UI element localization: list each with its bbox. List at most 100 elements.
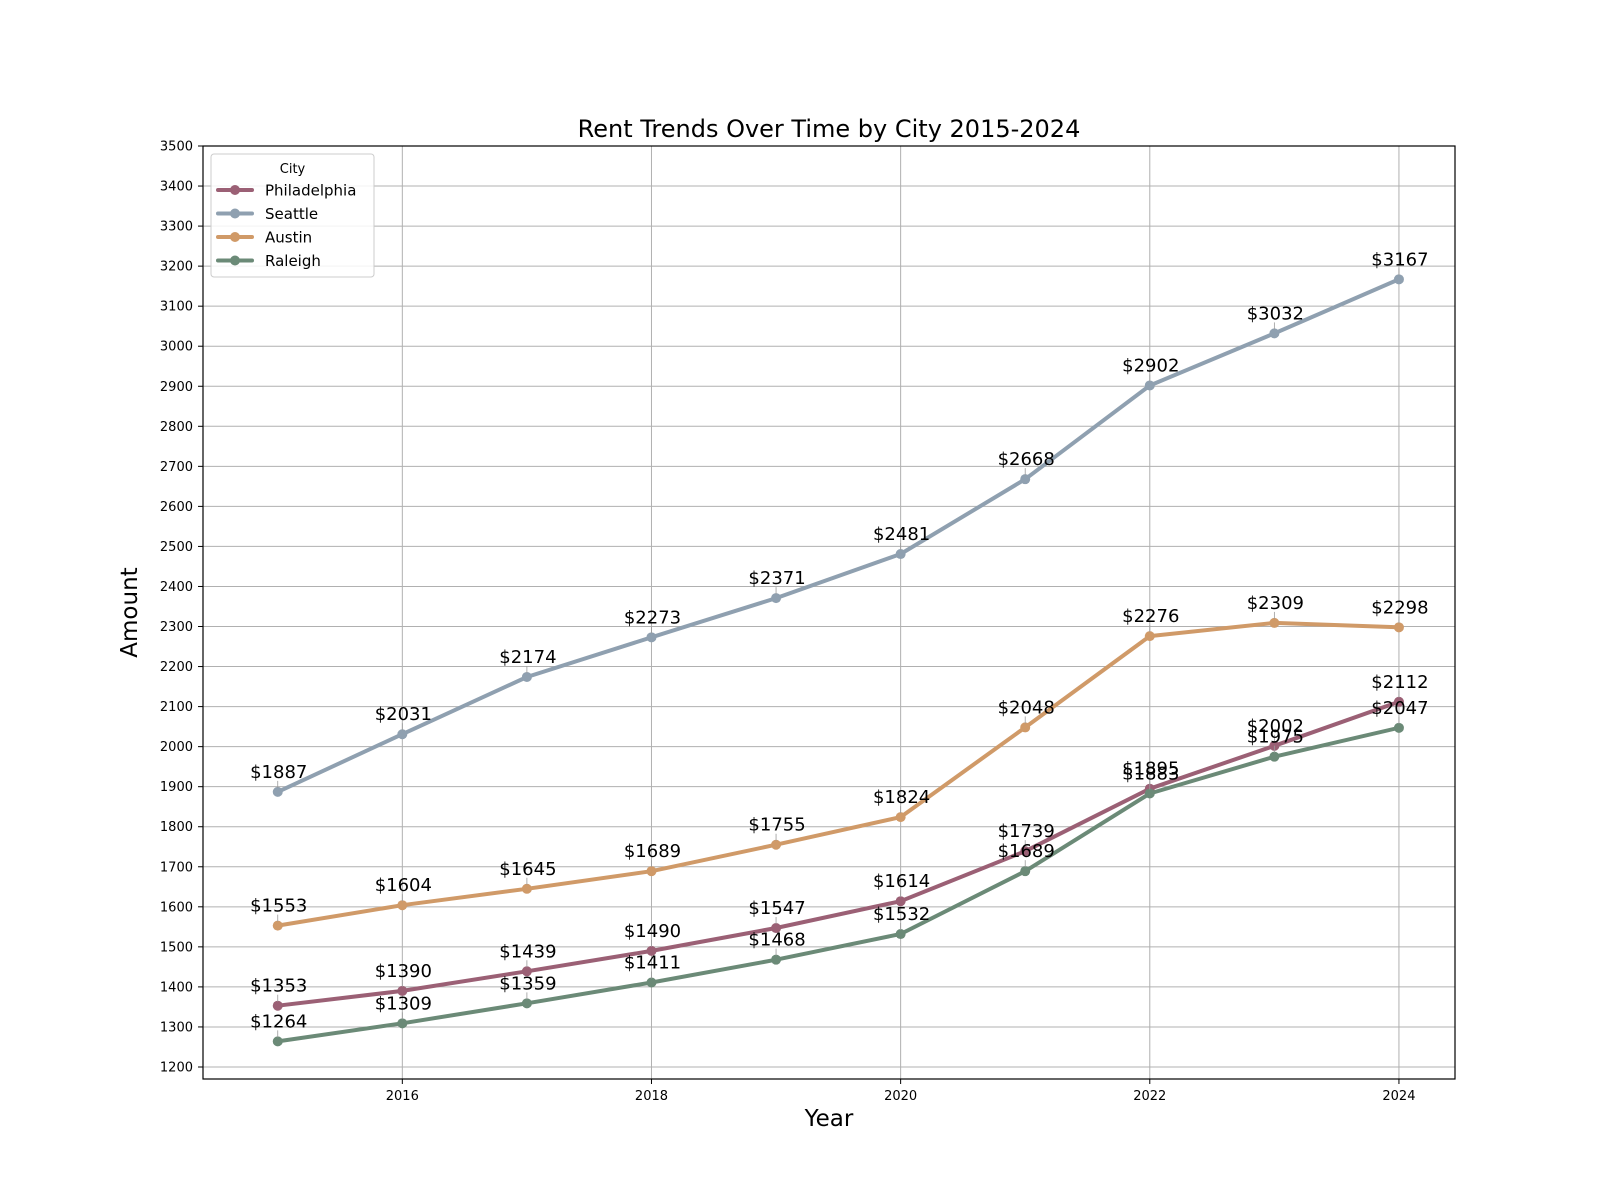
data-point-austin xyxy=(1393,622,1404,633)
data-point-philadelphia xyxy=(646,945,657,956)
legend-marker-philadelphia xyxy=(230,185,240,195)
data-label-philadelphia: $1439 xyxy=(499,941,556,962)
legend-item-austin: Austin xyxy=(216,229,312,247)
data-label-austin: $1645 xyxy=(499,859,556,880)
data-point-austin xyxy=(521,883,532,894)
data-label-philadelphia: $1614 xyxy=(873,871,930,892)
data-label-raleigh: $1309 xyxy=(375,993,432,1014)
data-point-austin xyxy=(272,920,283,931)
data-point-raleigh xyxy=(272,1036,283,1047)
data-point-raleigh xyxy=(1020,866,1031,877)
y-tick-label: 3500 xyxy=(160,140,193,155)
axis-ticks: 1200 1300 1400 1500 1600 1700 1800 1900 2000 2100… xyxy=(160,140,1416,1105)
y-tick-label: 1900 xyxy=(160,780,193,795)
y-tick-label: 2100 xyxy=(160,700,193,715)
legend-label-seattle: Seattle xyxy=(265,205,318,223)
data-point-raleigh xyxy=(1269,751,1280,762)
data-point-austin xyxy=(771,839,782,850)
data-point-raleigh xyxy=(521,998,532,1009)
data-point-austin xyxy=(895,812,906,823)
data-label-raleigh: $1468 xyxy=(748,930,805,951)
data-label-seattle: $2031 xyxy=(375,704,432,725)
data-point-austin xyxy=(1020,722,1031,733)
data-point-seattle xyxy=(1269,328,1280,339)
legend-item-philadelphia: Philadelphia xyxy=(216,182,356,200)
y-tick-label: 2800 xyxy=(160,420,193,435)
series-line-raleigh xyxy=(275,725,1401,1044)
chart-title: Rent Trends Over Time by City 2015-2024 xyxy=(578,115,1081,143)
data-point-seattle xyxy=(771,593,782,604)
data-label-philadelphia: $2112 xyxy=(1371,672,1428,693)
data-point-austin xyxy=(1144,631,1155,642)
legend-label-philadelphia: Philadelphia xyxy=(265,182,356,200)
legend-item-raleigh: Raleigh xyxy=(216,252,321,270)
plot-area-frame xyxy=(202,145,1456,1080)
data-point-raleigh xyxy=(397,1018,408,1029)
data-point-philadelphia xyxy=(397,985,408,996)
data-label-philadelphia: $1895 xyxy=(1122,759,1179,780)
y-tick-label: 3000 xyxy=(160,340,193,355)
data-label-raleigh: $1883 xyxy=(1122,763,1179,784)
data-point-philadelphia xyxy=(521,966,532,977)
data-point-raleigh xyxy=(1144,788,1155,799)
data-label-raleigh: $1532 xyxy=(873,904,930,925)
data-label-austin: $2048 xyxy=(998,697,1055,718)
legend-label-raleigh: Raleigh xyxy=(265,252,321,270)
data-label-philadelphia: $1547 xyxy=(748,898,805,919)
data-point-philadelphia xyxy=(272,1000,283,1011)
data-point-austin xyxy=(397,900,408,911)
data-label-raleigh: $2047 xyxy=(1371,698,1428,719)
data-label-austin: $1553 xyxy=(250,896,307,917)
y-tick-label: 2700 xyxy=(160,460,193,475)
data-point-seattle xyxy=(272,786,283,797)
data-label-raleigh: $1411 xyxy=(624,952,681,973)
y-tick-label: 3200 xyxy=(160,260,193,275)
y-tick-label: 3100 xyxy=(160,300,193,315)
data-label-philadelphia: $2002 xyxy=(1247,716,1304,737)
y-tick-label: 2300 xyxy=(160,620,193,635)
y-tick-label: 2000 xyxy=(160,740,193,755)
y-tick-label: 3400 xyxy=(160,180,193,195)
series-raleigh xyxy=(272,722,1404,1047)
y-tick-label: 1400 xyxy=(160,980,193,995)
legend-marker-austin xyxy=(230,232,240,242)
data-label-raleigh: $1359 xyxy=(499,973,556,994)
data-label-austin: $2298 xyxy=(1371,597,1428,618)
data-label-philadelphia: $1490 xyxy=(624,921,681,942)
data-point-raleigh xyxy=(895,929,906,940)
data-point-seattle xyxy=(1393,274,1404,285)
data-label-austin: $1824 xyxy=(873,787,930,808)
data-point-philadelphia xyxy=(1020,846,1031,857)
data-point-seattle xyxy=(521,671,532,682)
data-point-seattle xyxy=(1144,380,1155,391)
data-label-raleigh: $1689 xyxy=(998,841,1055,862)
data-label-seattle: $2481 xyxy=(873,524,930,545)
y-axis-title: Amount xyxy=(117,567,143,657)
data-label-austin: $2309 xyxy=(1247,593,1304,614)
data-label-austin: $2276 xyxy=(1122,606,1179,627)
legend-label-austin: Austin xyxy=(265,229,312,247)
y-tick-label: 2500 xyxy=(160,540,193,555)
data-label-seattle: $2371 xyxy=(748,568,805,589)
series-lines xyxy=(272,274,1404,1047)
y-tick-label: 2900 xyxy=(160,380,193,395)
y-tick-label: 3300 xyxy=(160,220,193,235)
y-tick-label: 1800 xyxy=(160,820,193,835)
data-label-seattle: $2174 xyxy=(499,647,556,668)
data-point-raleigh xyxy=(771,954,782,965)
data-label-seattle: $2273 xyxy=(624,607,681,628)
data-point-philadelphia xyxy=(895,896,906,907)
legend-marker-seattle xyxy=(230,208,240,219)
data-label-seattle: $2902 xyxy=(1122,355,1179,376)
y-tick-label: 2200 xyxy=(160,660,193,675)
data-point-philadelphia xyxy=(771,923,782,934)
legend-marker-raleigh xyxy=(230,255,240,266)
data-point-seattle xyxy=(646,632,657,643)
data-label-seattle: $3167 xyxy=(1371,249,1428,270)
data-point-austin xyxy=(1269,617,1280,628)
data-point-seattle xyxy=(1020,474,1031,485)
y-tick-label: 1600 xyxy=(160,900,193,915)
data-label-austin: $1689 xyxy=(624,841,681,862)
y-tick-label: 1200 xyxy=(160,1060,193,1075)
